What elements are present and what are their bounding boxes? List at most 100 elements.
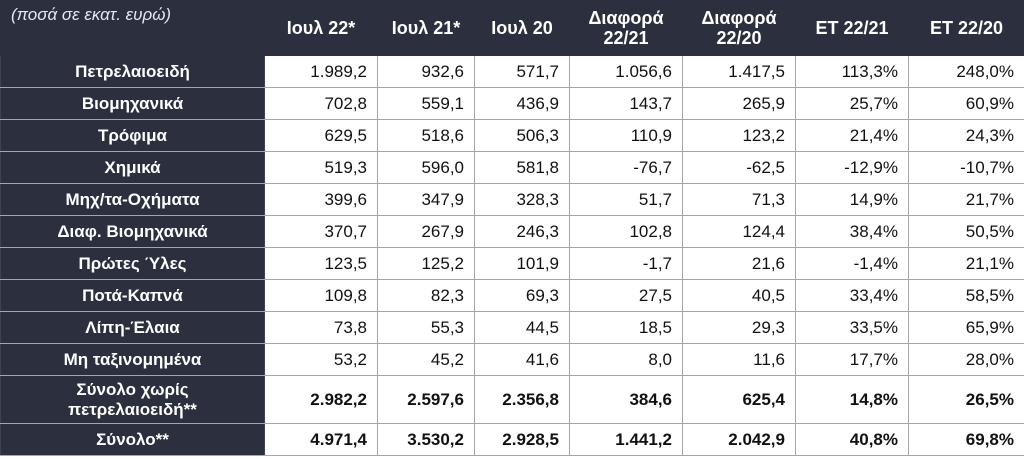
table-cell: 123,2	[682, 119, 796, 152]
table-cell: 50,5%	[908, 215, 1024, 248]
table-row: Ποτά-Καπνά 109,8 82,3 69,3 27,5 40,5 33,4% 58,5…	[0, 279, 1024, 312]
table-cell: 571,7	[474, 55, 570, 88]
table-cell: 625,4	[682, 375, 796, 424]
table-cell: 581,8	[474, 151, 570, 184]
row-label: Πρώτες Ύλες	[0, 247, 265, 280]
table-cell: 399,6	[264, 183, 378, 216]
table-cell: 559,1	[377, 87, 475, 120]
row-label: Λίπη-Έλαια	[0, 311, 265, 344]
table-cell: 58,5%	[908, 279, 1024, 312]
table-cell: 347,9	[377, 183, 475, 216]
table-cell: 14,8%	[795, 375, 909, 424]
table-cell: 2.597,6	[377, 375, 475, 424]
table-cell: 1.989,2	[264, 55, 378, 88]
table-cell: 21,7%	[908, 183, 1024, 216]
table-cell: 11,6	[682, 343, 796, 376]
total-row: Σύνολο χωρίς πετρελαιοειδή** 2.982,2 2.597…	[0, 375, 1024, 424]
column-header: ΕΤ 22/21	[795, 0, 909, 56]
table-cell: 101,9	[474, 247, 570, 280]
table-row: Πετρελαιοειδή 1.989,2 932,6 571,7 1.056,6 1.4…	[0, 55, 1024, 88]
table-cell: 125,2	[377, 247, 475, 280]
table-cell: 27,5	[569, 279, 683, 312]
table-cell: 40,8%	[795, 423, 909, 456]
table-cell: 2.928,5	[474, 423, 570, 456]
table-row: Χημικά 519,3 596,0 581,8 -76,7 -62,5 -12,9% -10…	[0, 151, 1024, 184]
table-cell: 45,2	[377, 343, 475, 376]
table-cell: 1.417,5	[682, 55, 796, 88]
table-cell: 26,5%	[908, 375, 1024, 424]
table-cell: -12,9%	[795, 151, 909, 184]
table-cell: 82,3	[377, 279, 475, 312]
table-cell: 248,0%	[908, 55, 1024, 88]
table-cell: 143,7	[569, 87, 683, 120]
table-cell: 51,7	[569, 183, 683, 216]
table-cell: 702,8	[264, 87, 378, 120]
total-row: Σύνολο** 4.971,4 3.530,2 2.928,5 1.441,2 2.04…	[0, 423, 1024, 456]
table-cell: 73,8	[264, 311, 378, 344]
row-label: Ποτά-Καπνά	[0, 279, 265, 312]
table-cell: -1,7	[569, 247, 683, 280]
table-row: Τρόφιμα 629,5 518,6 506,3 110,9 123,2 21,4% 24,…	[0, 119, 1024, 152]
row-label: Πετρελαιοειδή	[0, 55, 265, 88]
table-cell: 596,0	[377, 151, 475, 184]
table-cell: 17,7%	[795, 343, 909, 376]
table-cell: 246,3	[474, 215, 570, 248]
table-cell: 21,6	[682, 247, 796, 280]
table-row: Μηχ/τα-Οχήματα 399,6 347,9 328,3 51,7 71,3 14,…	[0, 183, 1024, 216]
table-cell: 124,4	[682, 215, 796, 248]
table-cell: 1.056,6	[569, 55, 683, 88]
table-cell: 2.356,8	[474, 375, 570, 424]
column-header: Ιουλ 20	[474, 0, 570, 56]
table-cell: 44,5	[474, 311, 570, 344]
table-cell: 328,3	[474, 183, 570, 216]
row-label: Μη ταξινομημένα	[0, 343, 265, 376]
table-cell: 21,1%	[908, 247, 1024, 280]
table-cell: 267,9	[377, 215, 475, 248]
table-caption: (ποσά σε εκατ. ευρώ)	[0, 0, 265, 56]
row-label: Χημικά	[0, 151, 265, 184]
table-row: Διαφ. Βιομηχανικά 370,7 267,9 246,3 102,8 124…	[0, 215, 1024, 248]
row-label: Τρόφιμα	[0, 119, 265, 152]
table-cell: 370,7	[264, 215, 378, 248]
table-cell: 629,5	[264, 119, 378, 152]
table-cell: 40,5	[682, 279, 796, 312]
table-cell: 69,8%	[908, 423, 1024, 456]
column-header: Ιουλ 21*	[377, 0, 475, 56]
table-cell: 113,3%	[795, 55, 909, 88]
table-header: (ποσά σε εκατ. ευρώ) Ιουλ 22* Ιουλ 21* Ι…	[0, 0, 1024, 56]
table-row: Βιομηχανικά 702,8 559,1 436,9 143,7 265,9 25,7…	[0, 87, 1024, 120]
table-body: Πετρελαιοειδή 1.989,2 932,6 571,7 1.056,6 1.4…	[0, 55, 1024, 456]
table-cell: 110,9	[569, 119, 683, 152]
table-row: Πρώτες Ύλες 123,5 125,2 101,9 -1,7 21,6 -1,4% 2…	[0, 247, 1024, 280]
column-header: Ιουλ 22*	[264, 0, 378, 56]
table-cell: 18,5	[569, 311, 683, 344]
table-cell: 8,0	[569, 343, 683, 376]
table-cell: 2.042,9	[682, 423, 796, 456]
table-cell: -1,4%	[795, 247, 909, 280]
table-cell: 265,9	[682, 87, 796, 120]
table-cell: 38,4%	[795, 215, 909, 248]
row-label: Σύνολο χωρίς πετρελαιοειδή**	[0, 375, 265, 424]
table-cell: -76,7	[569, 151, 683, 184]
table-cell: 436,9	[474, 87, 570, 120]
table-cell: -62,5	[682, 151, 796, 184]
table-cell: 21,4%	[795, 119, 909, 152]
table-row: Μη ταξινομημένα 53,2 45,2 41,6 8,0 11,6 17,7% 2…	[0, 343, 1024, 376]
table-cell: 102,8	[569, 215, 683, 248]
table-cell: 69,3	[474, 279, 570, 312]
table-cell: 25,7%	[795, 87, 909, 120]
row-label: Μηχ/τα-Οχήματα	[0, 183, 265, 216]
column-header: ΕΤ 22/20	[908, 0, 1024, 56]
row-label: Βιομηχανικά	[0, 87, 265, 120]
row-label: Διαφ. Βιομηχανικά	[0, 215, 265, 248]
column-header: Διαφορά 22/20	[682, 0, 796, 56]
table-cell: 506,3	[474, 119, 570, 152]
column-header: Διαφορά 22/21	[569, 0, 683, 56]
table-cell: 519,3	[264, 151, 378, 184]
table-cell: 41,6	[474, 343, 570, 376]
table-cell: 3.530,2	[377, 423, 475, 456]
table-cell: 60,9%	[908, 87, 1024, 120]
table-cell: 28,0%	[908, 343, 1024, 376]
table-row: Λίπη-Έλαια 73,8 55,3 44,5 18,5 29,3 33,5% 65,9%	[0, 311, 1024, 344]
